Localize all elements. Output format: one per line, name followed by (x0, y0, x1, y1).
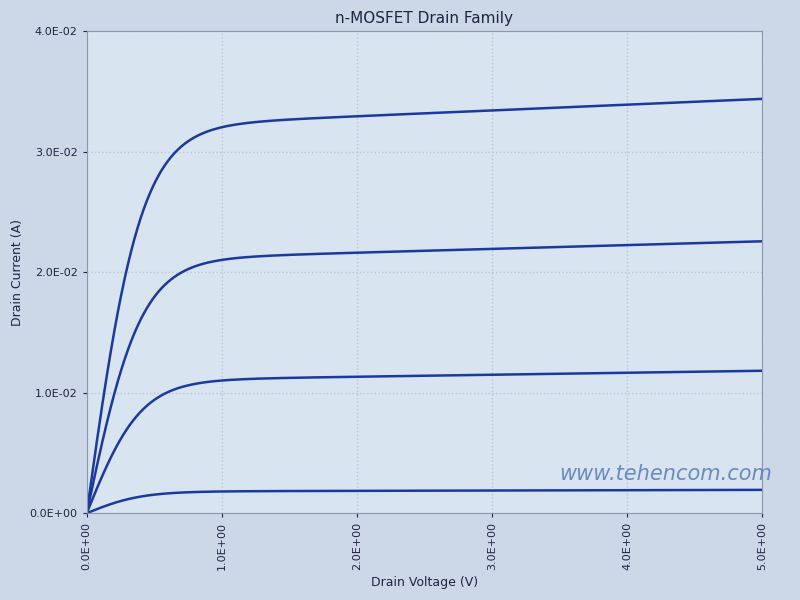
Y-axis label: Drain Current (A): Drain Current (A) (11, 219, 24, 326)
X-axis label: Drain Voltage (V): Drain Voltage (V) (370, 576, 478, 589)
Text: www.tehencom.com: www.tehencom.com (559, 464, 772, 484)
Title: n-MOSFET Drain Family: n-MOSFET Drain Family (335, 11, 514, 26)
